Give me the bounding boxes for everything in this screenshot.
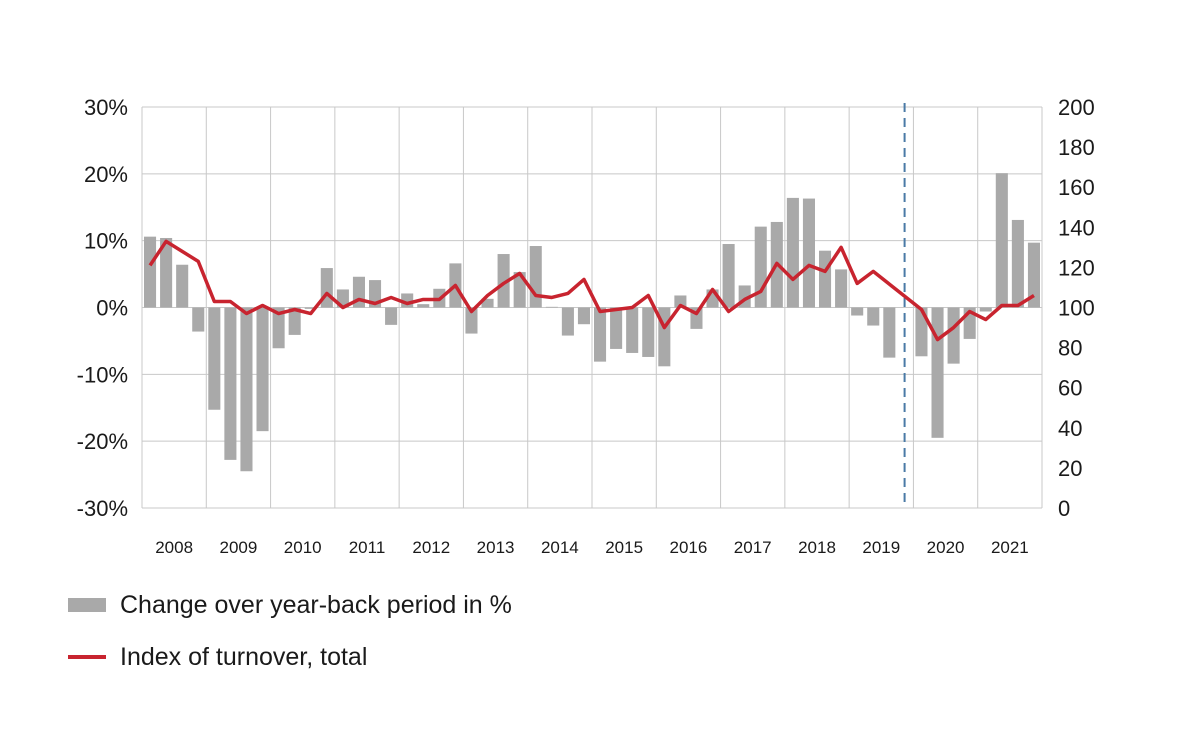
legend-label-bars: Change over year-back period in % xyxy=(120,590,512,619)
bar xyxy=(1027,242,1040,308)
right-axis-tick-label: 180 xyxy=(1058,135,1095,160)
bar xyxy=(1011,219,1024,308)
bar xyxy=(144,236,157,308)
bar xyxy=(304,307,317,309)
bar xyxy=(192,307,205,332)
bar xyxy=(931,307,944,438)
bar xyxy=(786,197,799,308)
bar xyxy=(674,295,687,308)
bar xyxy=(802,198,815,308)
right-axis-tick-label: 60 xyxy=(1058,376,1082,401)
left-axis-tick-label: 30% xyxy=(84,95,128,120)
bar xyxy=(288,307,301,335)
x-axis-year-label: 2019 xyxy=(862,538,900,557)
right-axis-tick-label: 140 xyxy=(1058,215,1095,240)
right-axis-tick-label: 100 xyxy=(1058,296,1095,321)
x-axis-year-label: 2013 xyxy=(477,538,515,557)
legend-item-bars: Change over year-back period in % xyxy=(68,590,512,620)
right-axis-tick-label: 160 xyxy=(1058,175,1095,200)
bar xyxy=(642,307,655,357)
bar xyxy=(561,307,574,336)
left-axis-tick-label: -30% xyxy=(77,496,128,521)
bar xyxy=(626,307,639,353)
bar xyxy=(272,307,285,349)
x-axis-year-label: 2015 xyxy=(605,538,643,557)
bar xyxy=(995,173,1008,308)
right-axis-tick-label: 0 xyxy=(1058,496,1070,521)
bar xyxy=(835,269,848,308)
bar xyxy=(529,246,542,308)
bar xyxy=(417,304,430,308)
right-axis-tick-label: 40 xyxy=(1058,416,1082,441)
x-axis-year-label: 2010 xyxy=(284,538,322,557)
right-axis-tick-label: 80 xyxy=(1058,336,1082,361)
x-axis-year-label: 2014 xyxy=(541,538,579,557)
x-axis-year-label: 2011 xyxy=(349,538,386,557)
bar xyxy=(883,307,896,358)
bar xyxy=(594,307,607,362)
x-axis-year-label: 2017 xyxy=(734,538,772,557)
bar xyxy=(915,307,928,357)
x-axis-year-label: 2021 xyxy=(991,538,1029,557)
left-axis-tick-label: 0% xyxy=(96,296,128,321)
left-axis-tick-label: -20% xyxy=(77,429,128,454)
bar xyxy=(722,244,735,308)
right-axis-tick-label: 20 xyxy=(1058,456,1082,481)
bar xyxy=(208,307,221,410)
bar xyxy=(256,307,269,432)
left-axis-tick-label: 10% xyxy=(84,229,128,254)
legend-label-line: Index of turnover, total xyxy=(120,642,368,671)
bar xyxy=(577,307,590,325)
legend-swatch-bars xyxy=(68,598,106,612)
bar xyxy=(240,307,253,472)
x-axis-year-label: 2020 xyxy=(927,538,965,557)
bar xyxy=(481,298,494,308)
bar xyxy=(176,264,189,308)
right-axis-tick-label: 200 xyxy=(1058,95,1095,120)
x-axis-year-label: 2008 xyxy=(155,538,193,557)
bar xyxy=(947,307,960,364)
bar xyxy=(545,306,558,308)
bar xyxy=(851,307,864,316)
left-axis-tick-label: -10% xyxy=(77,362,128,387)
bar xyxy=(979,307,992,312)
x-axis-year-label: 2018 xyxy=(798,538,836,557)
bar xyxy=(819,250,832,308)
left-axis-tick-label: 20% xyxy=(84,162,128,187)
bar xyxy=(497,254,510,308)
bar xyxy=(224,307,237,460)
series-line-turnover-index xyxy=(148,239,1035,342)
bar xyxy=(320,268,333,308)
bar xyxy=(867,307,880,326)
bar xyxy=(513,272,526,308)
bar xyxy=(610,307,623,349)
bar xyxy=(160,237,173,308)
legend-swatch-line xyxy=(68,655,106,659)
bar xyxy=(385,307,398,325)
legend-item-line: Index of turnover, total xyxy=(68,642,512,672)
legend: Change over year-back period in % Index … xyxy=(68,590,512,694)
x-axis-year-label: 2016 xyxy=(670,538,708,557)
x-axis-year-label: 2009 xyxy=(220,538,258,557)
x-axis-year-label: 2012 xyxy=(412,538,450,557)
right-axis-tick-label: 120 xyxy=(1058,255,1095,280)
bar xyxy=(465,307,478,334)
